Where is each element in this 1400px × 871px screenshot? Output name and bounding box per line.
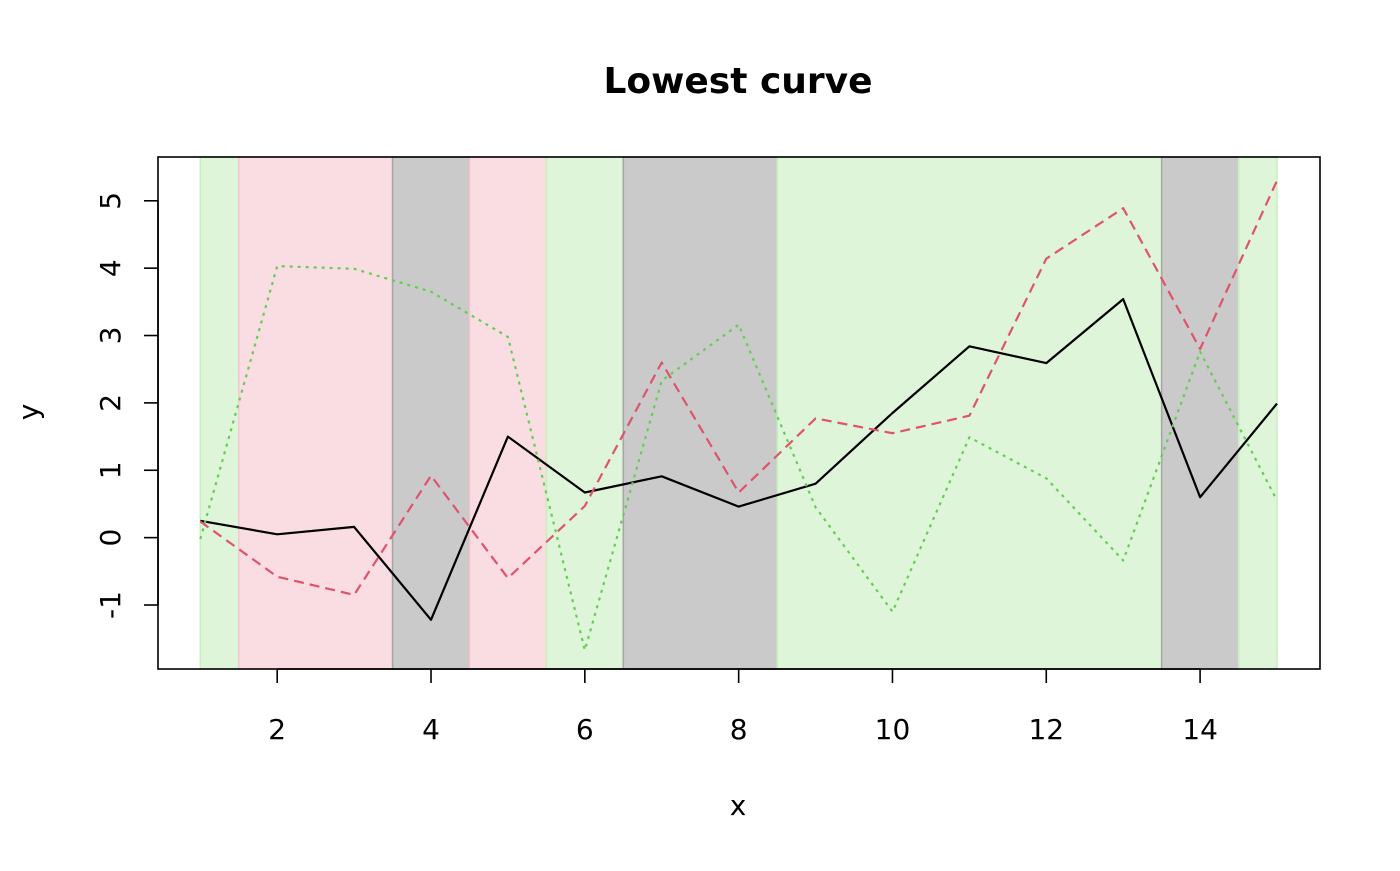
- band-1-dotted: [199, 156, 240, 670]
- y-tick-label: 5: [94, 192, 127, 210]
- band-7-dotted: [776, 156, 1163, 670]
- series-line-solid: [200, 298, 1278, 621]
- x-axis: 2 4 6 8 10 12 14: [268, 668, 1218, 746]
- x-tick-label: 10: [875, 713, 911, 746]
- x-tick-label: 2: [268, 713, 286, 746]
- x-tick-label: 14: [1182, 713, 1218, 746]
- y-tick-label: -1: [94, 591, 127, 619]
- band-5-dotted: [545, 156, 625, 670]
- x-axis-label: x: [730, 789, 747, 822]
- band-2-dashed: [238, 156, 394, 670]
- y-axis-label: y: [12, 404, 45, 421]
- y-tick-label: 1: [94, 461, 127, 479]
- y-tick-label: 0: [94, 529, 127, 547]
- x-tick-label: 4: [422, 713, 440, 746]
- y-axis: -1 0 1 2 3 4 5: [94, 192, 159, 619]
- series-line-dashed: [199, 180, 1279, 597]
- y-tick-label: 4: [94, 259, 127, 277]
- band-3-solid: [391, 156, 471, 670]
- y-tick-label: 2: [94, 394, 127, 412]
- band-6-solid: [622, 156, 778, 670]
- band-8-solid: [1160, 156, 1240, 670]
- band-9-dotted: [1237, 156, 1278, 670]
- band-4-dashed: [468, 156, 548, 670]
- chart-title: Lowest curve: [603, 61, 872, 102]
- x-tick-label: 12: [1028, 713, 1064, 746]
- x-tick-label: 6: [576, 713, 594, 746]
- series-lines: [199, 180, 1279, 652]
- x-tick-label: 8: [730, 713, 748, 746]
- lowest-curve-bands: [199, 156, 1278, 670]
- y-tick-label: 3: [94, 327, 127, 345]
